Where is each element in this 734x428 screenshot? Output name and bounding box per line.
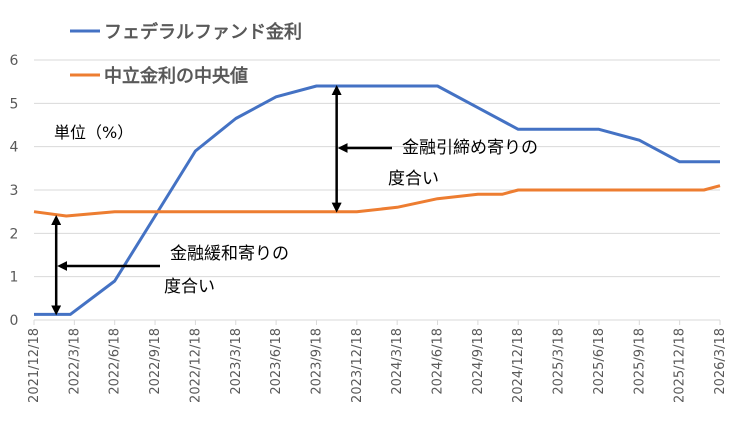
- y-tick-label: 3: [10, 183, 19, 199]
- x-axis: 2021/12/18 2022/3/18 2022/6/18 2022/9/18 202…: [27, 319, 728, 403]
- easing-label: 金融緩和寄りの: [170, 244, 289, 264]
- x-tick-label: 2022/12/18: [188, 328, 203, 403]
- y-tick-label: 2: [10, 226, 19, 242]
- tightening-label: 度合い: [388, 169, 439, 189]
- y-tick-label: 5: [10, 96, 19, 112]
- x-tick-label: 2023/6/18: [269, 328, 284, 395]
- y-tick-label: 6: [10, 53, 19, 69]
- y-tick-label: 4: [10, 140, 19, 156]
- x-tick-label: 2021/12/18: [27, 328, 42, 403]
- x-tick-label: 2024/12/18: [511, 328, 526, 403]
- x-tick-label: 2025/6/18: [592, 328, 607, 395]
- tightening-label: 金融引締め寄りの: [402, 138, 538, 158]
- x-tick-label: 2025/12/18: [673, 328, 688, 403]
- x-tick-label: 2023/12/18: [350, 328, 365, 403]
- x-tick-label: 2022/6/18: [108, 328, 123, 395]
- x-tick-label: 2024/9/18: [471, 328, 486, 395]
- y-axis-tick-labels: 0 1 2 3 4 5 6: [10, 53, 19, 329]
- x-tick-label: 2022/9/18: [148, 328, 163, 395]
- easing-label: 度合い: [164, 277, 215, 297]
- x-tick-label: 2023/3/18: [229, 328, 244, 395]
- series-lines: [33, 84, 721, 316]
- legend-label-2: 中立金利の中央値: [104, 65, 248, 87]
- grid-lines: [34, 59, 720, 278]
- x-tick-label: 2025/3/18: [552, 328, 567, 395]
- legend-label-1: フェデラルファンド金利: [104, 21, 302, 43]
- y-tick-label: 0: [10, 313, 19, 329]
- unit-note: 単位（%）: [54, 123, 133, 142]
- x-tick-label: 2022/3/18: [67, 328, 82, 395]
- series-line-2: [33, 184, 721, 218]
- x-tick-label: 2025/9/18: [632, 328, 647, 395]
- x-tick-label: 2023/9/18: [309, 328, 324, 395]
- y-tick-label: 1: [10, 270, 19, 286]
- series-line-1: [34, 84, 720, 316]
- x-tick-label: 2024/3/18: [390, 328, 405, 395]
- x-tick-label: 2024/6/18: [431, 328, 446, 395]
- x-tick-label: 2026/3/18: [713, 328, 728, 395]
